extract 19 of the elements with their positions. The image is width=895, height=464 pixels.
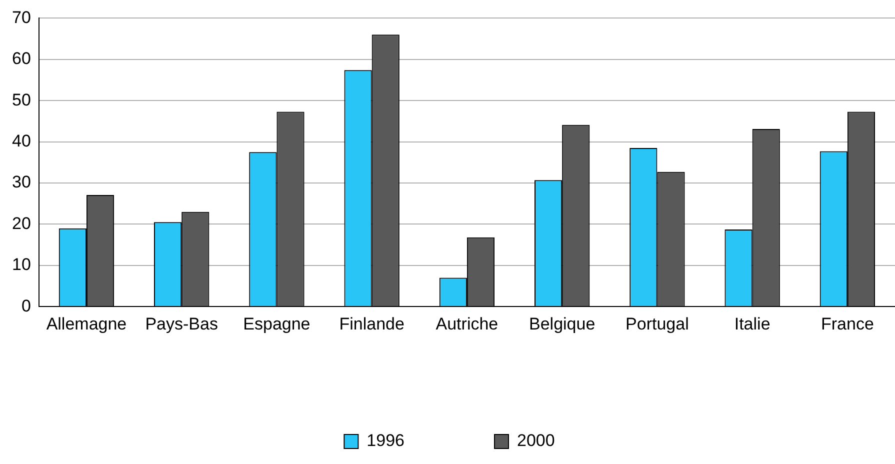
x-tick-label: Finlande	[339, 314, 404, 334]
y-tick-label: 70	[12, 8, 31, 27]
y-tick-label: 50	[12, 90, 31, 110]
x-tick-label: Espagne	[243, 314, 310, 334]
x-tick-label: Belgique	[528, 314, 596, 334]
x-tick-label: Portugal	[626, 314, 689, 334]
x-tick-label: Autriche	[436, 314, 498, 334]
x-tick-label: France	[820, 314, 874, 334]
y-tick-label: 10	[12, 255, 31, 274]
y-tick-label: 0	[21, 296, 31, 316]
y-tick-label: 20	[12, 214, 31, 233]
y-tick-label: 60	[12, 49, 31, 68]
y-tick-label: 30	[12, 172, 31, 192]
legend-label: 2000	[517, 431, 555, 450]
x-tick-label: Italie	[734, 314, 770, 334]
y-tick-label: 40	[12, 131, 31, 150]
legend-label: 1996	[366, 431, 405, 450]
x-tick-label: Pays-Bas	[145, 314, 218, 334]
x-tick-label: Allemagne	[46, 314, 127, 334]
